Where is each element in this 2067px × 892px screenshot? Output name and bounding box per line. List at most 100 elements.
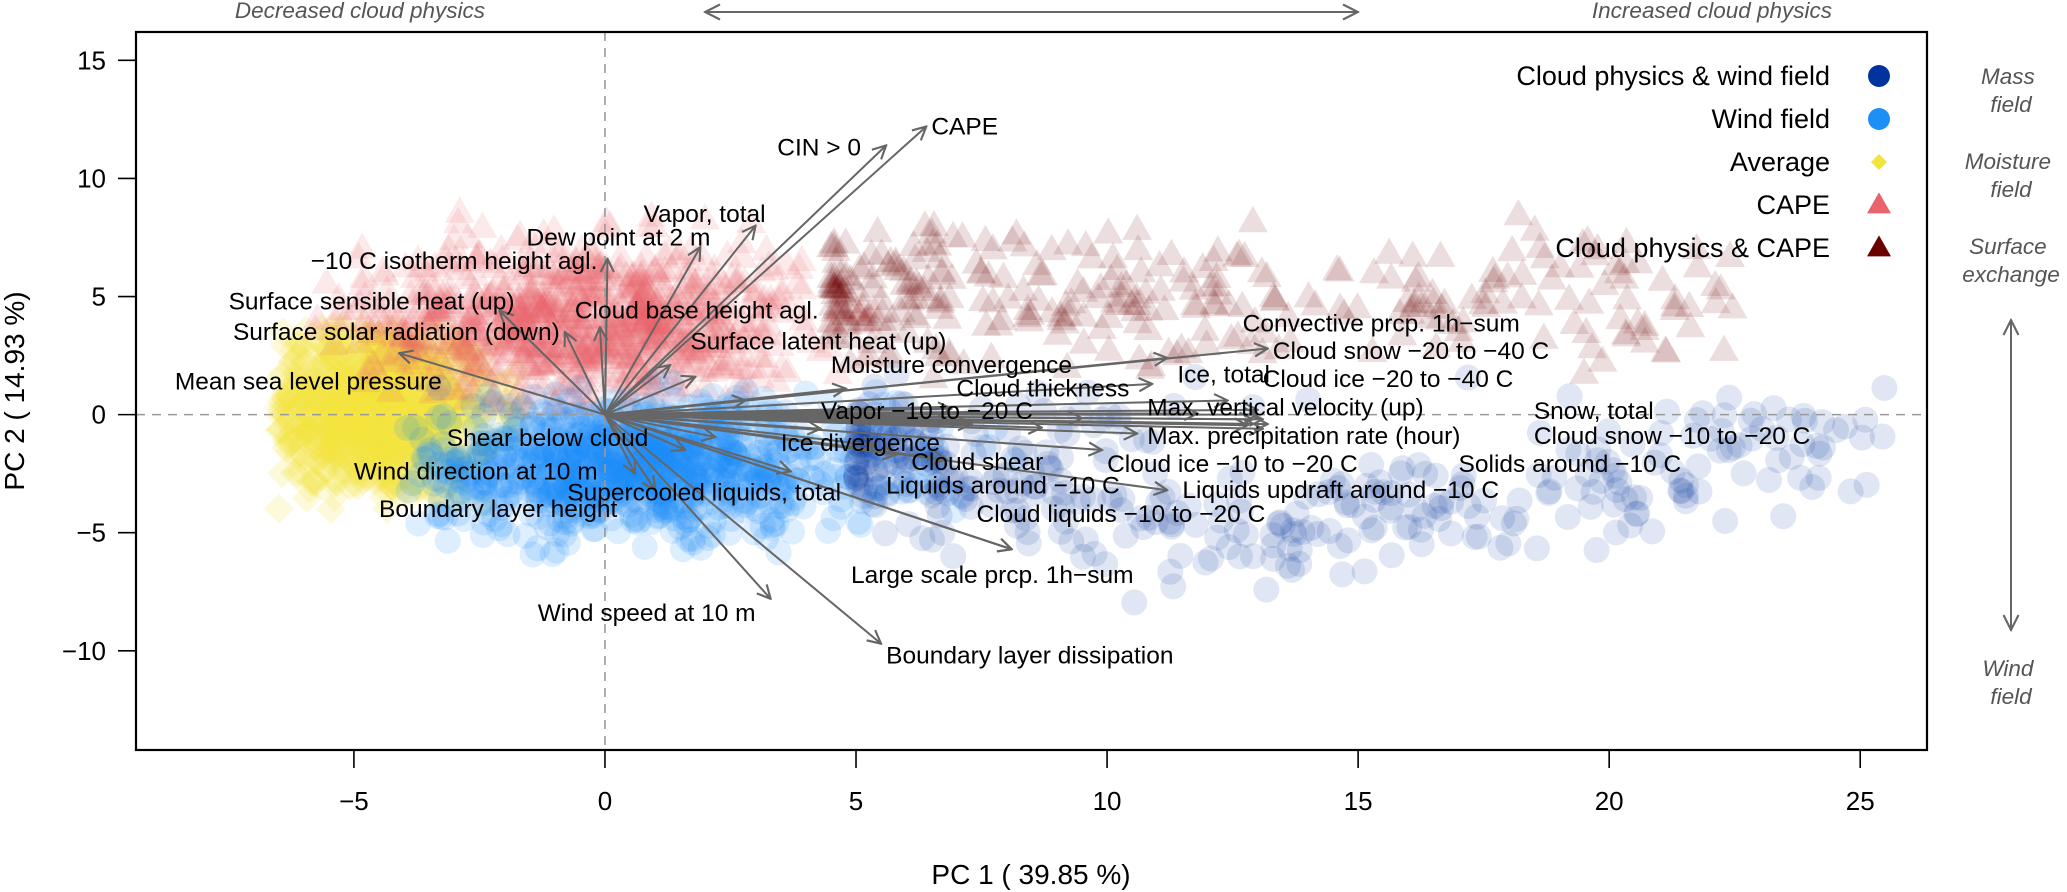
data-point <box>493 283 524 310</box>
data-point <box>291 384 322 415</box>
data-point <box>551 338 582 366</box>
data-point <box>448 322 479 349</box>
data-point <box>359 361 390 392</box>
data-point <box>328 433 359 464</box>
y-tick-label: 10 <box>77 163 106 193</box>
data-point <box>287 412 318 443</box>
data-point <box>423 422 454 453</box>
data-point <box>377 345 408 373</box>
data-point <box>353 379 384 410</box>
data-point <box>373 313 404 344</box>
data-point <box>1408 531 1435 558</box>
data-point <box>733 373 764 400</box>
data-point <box>514 353 545 381</box>
data-point <box>384 363 415 394</box>
data-point <box>1192 549 1219 576</box>
data-point <box>492 396 523 427</box>
data-point <box>447 245 478 273</box>
data-point <box>354 388 385 419</box>
data-point <box>264 493 295 524</box>
data-point <box>729 323 760 350</box>
data-point <box>666 346 697 373</box>
data-point <box>1712 508 1739 535</box>
data-point <box>378 449 409 480</box>
data-point <box>477 276 508 303</box>
data-point <box>355 410 386 441</box>
data-point <box>398 390 429 421</box>
x-axis: −5 0 5 10 15 20 25 <box>339 750 1875 816</box>
data-point <box>423 476 454 507</box>
data-point <box>306 328 337 359</box>
data-point <box>519 296 550 324</box>
data-point <box>627 258 658 285</box>
data-point <box>367 255 398 282</box>
data-point <box>317 421 348 452</box>
data-point <box>610 342 641 369</box>
legend-label: Average <box>1730 147 1830 177</box>
data-point <box>380 458 411 489</box>
data-point <box>400 398 431 429</box>
data-point <box>374 286 405 314</box>
data-point <box>430 324 461 351</box>
data-point <box>384 375 415 406</box>
data-point <box>446 253 477 281</box>
data-point <box>654 234 685 261</box>
data-point <box>329 378 360 409</box>
data-point <box>402 432 433 463</box>
data-point <box>397 392 428 423</box>
data-point <box>645 306 676 334</box>
data-point <box>628 309 659 336</box>
data-point <box>623 353 654 380</box>
data-point <box>535 318 566 345</box>
data-point <box>408 406 439 437</box>
data-point <box>311 420 342 451</box>
data-point <box>311 334 342 365</box>
data-point <box>507 383 538 411</box>
data-point <box>378 394 409 425</box>
data-point <box>491 418 522 449</box>
data-point <box>327 381 358 412</box>
data-point <box>657 285 688 312</box>
data-point <box>432 280 463 307</box>
data-point <box>381 435 412 466</box>
data-point <box>299 431 330 462</box>
data-point <box>419 340 450 371</box>
data-point <box>601 329 632 357</box>
data-point <box>390 409 421 440</box>
data-point <box>393 413 424 444</box>
data-point <box>499 360 530 387</box>
data-point <box>554 285 585 313</box>
data-point <box>319 304 350 331</box>
data-point <box>405 412 436 443</box>
data-point <box>408 418 439 449</box>
data-point <box>462 244 493 272</box>
data-point <box>319 328 350 356</box>
data-point <box>278 334 309 365</box>
data-point <box>645 306 676 333</box>
data-point <box>342 429 373 460</box>
data-point <box>346 394 377 425</box>
data-point <box>303 430 334 461</box>
data-point <box>649 239 680 266</box>
data-point <box>280 369 311 400</box>
data-point <box>520 310 551 338</box>
data-point <box>698 355 729 382</box>
data-point <box>468 371 499 402</box>
data-point <box>306 408 337 439</box>
data-point <box>328 363 359 394</box>
data-point <box>540 304 571 331</box>
data-point <box>330 409 361 440</box>
data-point <box>372 493 403 524</box>
data-point <box>344 350 375 381</box>
data-point <box>370 405 401 436</box>
data-point <box>306 449 337 480</box>
data-point <box>752 318 783 346</box>
data-point <box>547 262 578 290</box>
data-point <box>376 384 407 415</box>
data-point <box>610 305 641 332</box>
side-label-line: field <box>1990 177 2033 202</box>
data-point <box>617 262 648 290</box>
data-point <box>300 313 331 341</box>
data-point <box>370 448 401 479</box>
data-point <box>398 372 429 403</box>
